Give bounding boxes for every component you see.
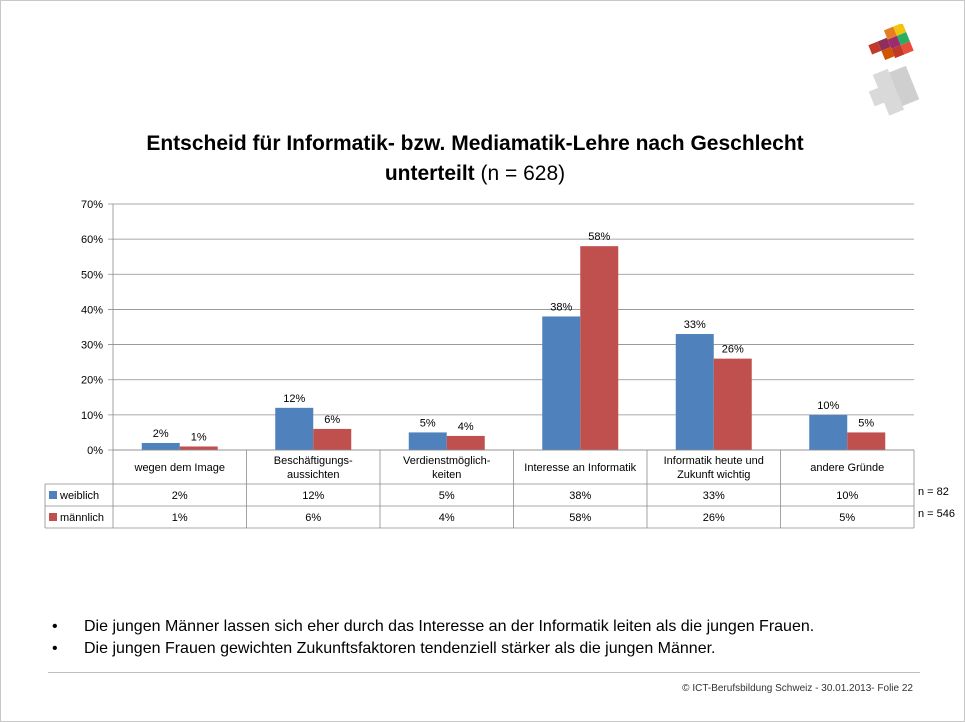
- table-value: 58%: [569, 512, 591, 524]
- bar-männlich: [446, 435, 485, 450]
- footer-text: © ICT-Berufsbildung Schweiz - 30.01.2013…: [682, 683, 913, 694]
- data-label: 10%: [817, 400, 839, 412]
- legend-label: weiblich: [59, 490, 99, 502]
- table-value: 5%: [439, 490, 455, 502]
- bar-männlich: [313, 428, 352, 450]
- category-label: keiten: [432, 469, 461, 481]
- chart-title-line1: Entscheid für Informatik- bzw. Mediamati…: [146, 132, 804, 155]
- legend-swatch-weiblich: [49, 491, 57, 499]
- table-value: 26%: [703, 512, 725, 524]
- data-label: 38%: [550, 301, 572, 313]
- table-value: 12%: [302, 490, 324, 502]
- y-tick-label: 30%: [81, 340, 103, 352]
- category-label: Verdienstmöglich-: [403, 455, 491, 467]
- bar-chart: 0% 10% 20% 30% 40% 50% 60% 70% 2% 12% 5% 38% 33% 10% 1…: [44, 199, 955, 529]
- bar-männlich: [179, 446, 218, 450]
- y-tick-label: 60%: [81, 234, 103, 246]
- data-label: 4%: [458, 421, 474, 433]
- bullet-list: Die jungen Männer lassen sich eher durch…: [52, 618, 814, 662]
- bar-weiblich: [809, 414, 848, 450]
- table-value: 10%: [836, 490, 858, 502]
- data-label: 2%: [153, 428, 169, 440]
- y-tick-label: 20%: [81, 375, 103, 387]
- chart-title-line2: unterteilt (n = 628): [0, 162, 950, 186]
- sample-size-label: n = 546: [918, 508, 955, 520]
- bar-männlich: [847, 432, 886, 450]
- y-tick-label: 0%: [87, 445, 103, 457]
- category-label: aussichten: [287, 469, 340, 481]
- bar-männlich: [713, 358, 752, 450]
- table-value: 38%: [569, 490, 591, 502]
- category-label: Informatik heute und: [664, 455, 764, 467]
- y-tick-label: 70%: [81, 199, 103, 211]
- bullet-item: Die jungen Frauen gewichten Zukunftsfakt…: [52, 640, 814, 658]
- category-label: wegen dem Image: [134, 462, 226, 474]
- table-value: 2%: [172, 490, 188, 502]
- bar-männlich: [580, 246, 619, 450]
- bar-weiblich: [408, 432, 447, 450]
- y-tick-label: 10%: [81, 410, 103, 422]
- table-value: 1%: [172, 512, 188, 524]
- bar-weiblich: [675, 334, 714, 450]
- category-label: Interesse an Informatik: [524, 462, 636, 474]
- data-label: 33%: [684, 319, 706, 331]
- table-value: 5%: [839, 512, 855, 524]
- category-label: andere Gründe: [810, 462, 884, 474]
- data-label: 12%: [283, 393, 305, 405]
- y-tick-label: 40%: [81, 304, 103, 316]
- table-value: 4%: [439, 512, 455, 524]
- data-label: 5%: [858, 417, 874, 429]
- category-label: Beschäftigungs-: [274, 455, 353, 467]
- category-label: Zukunft wichtig: [677, 469, 750, 481]
- table-value: 33%: [703, 490, 725, 502]
- bullet-item: Die jungen Männer lassen sich eher durch…: [52, 618, 814, 636]
- bar-weiblich: [141, 442, 180, 450]
- data-label: 1%: [191, 431, 207, 443]
- y-tick-label: 50%: [81, 269, 103, 281]
- ict-logo-icon: [868, 24, 920, 116]
- data-label: 26%: [722, 344, 744, 356]
- bar-weiblich: [275, 407, 314, 450]
- footer-divider: [48, 672, 920, 673]
- legend-swatch-männlich: [49, 513, 57, 521]
- data-label: 6%: [324, 414, 340, 426]
- chart-title-sample-size: (n = 628): [474, 162, 566, 185]
- bar-weiblich: [542, 316, 581, 450]
- legend-label: männlich: [60, 512, 104, 524]
- data-label: 58%: [588, 231, 610, 243]
- chart-title-line2-bold: unterteilt: [384, 162, 475, 185]
- table-value: 6%: [305, 512, 321, 524]
- data-label: 5%: [420, 417, 436, 429]
- sample-size-label: n = 82: [918, 486, 949, 498]
